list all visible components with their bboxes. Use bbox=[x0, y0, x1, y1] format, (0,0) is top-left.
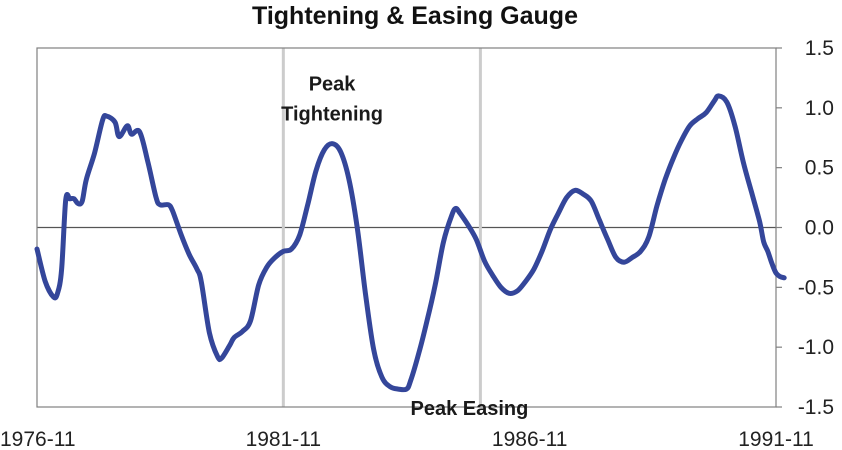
chart-title: Tightening & Easing Gauge bbox=[252, 2, 578, 30]
annotation-peak-easing: Peak Easing bbox=[411, 398, 529, 420]
x-tick-label: 1976-11 bbox=[0, 428, 76, 450]
x-tick-label: 1986-11 bbox=[492, 428, 568, 450]
y-tick-label: -0.5 bbox=[798, 276, 834, 299]
annotation-peak-tightening: Peak bbox=[309, 74, 357, 96]
y-tick-label: 0.5 bbox=[805, 157, 834, 180]
y-tick-label: 1.0 bbox=[805, 97, 834, 120]
x-tick-label: 1991-11 bbox=[738, 428, 814, 450]
reference-lines bbox=[37, 48, 776, 407]
annotations: Peak Tightening Peak Easing bbox=[281, 74, 528, 420]
y-tick-label: 0.0 bbox=[805, 217, 834, 240]
y-axis: 1.5 1.0 0.5 0.0 -0.5 -1.0 -1.5 bbox=[776, 37, 834, 419]
series-line bbox=[34, 93, 787, 393]
y-tick-label: -1.5 bbox=[798, 396, 834, 419]
series-layer bbox=[34, 93, 787, 393]
annotation-peak-tightening: Tightening bbox=[281, 104, 383, 126]
x-tick-label: 1981-11 bbox=[246, 428, 322, 450]
x-axis: 1976-11 1981-11 1986-11 1991-11 bbox=[0, 428, 814, 450]
y-tick-label: -1.0 bbox=[798, 336, 834, 359]
y-tick-label: 1.5 bbox=[805, 37, 834, 60]
